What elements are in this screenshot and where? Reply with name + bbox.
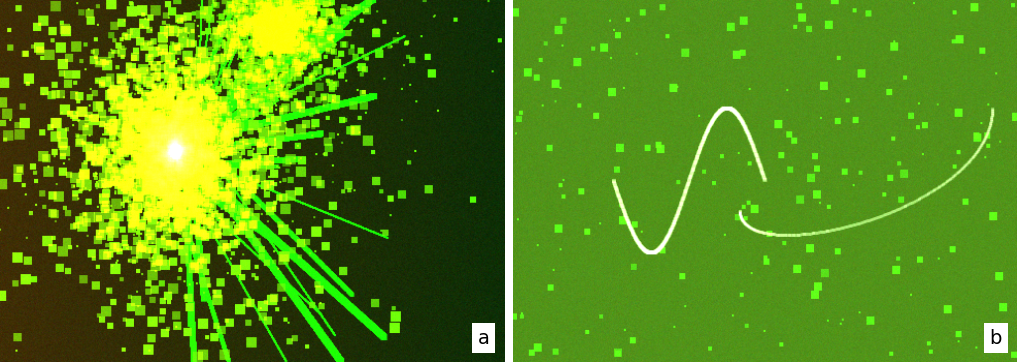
Text: a: a [477,329,489,348]
Text: b: b [990,329,1002,348]
